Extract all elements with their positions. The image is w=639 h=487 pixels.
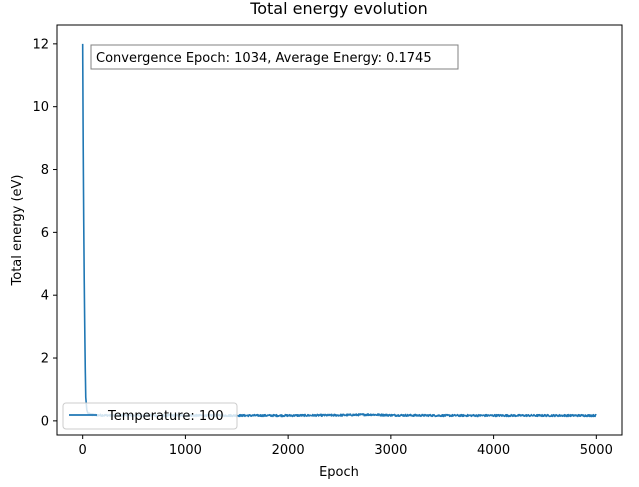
x-tick-label: 2000 [272,443,305,458]
y-tick-label: 10 [32,100,49,115]
annotation-text: Convergence Epoch: 1034, Average Energy:… [96,51,432,66]
legend-frame [62,402,238,430]
series-line [81,43,597,418]
x-axis: 0 1000 2000 3000 4000 5000 [79,435,613,458]
x-tick-label: 1000 [169,443,202,458]
y-axis-label: Total energy (eV) [10,175,25,287]
y-tick-label: 6 [41,226,49,241]
x-tick-label: 5000 [580,443,613,458]
x-tick-label: 0 [79,443,87,458]
y-tick-label: 4 [41,289,49,304]
x-tick-label: 3000 [374,443,407,458]
legend: Temperature: 100 [62,402,238,430]
series-layer [81,43,597,418]
y-tick-label: 0 [41,414,49,429]
annotation-box: Convergence Epoch: 1034, Average Energy:… [90,44,459,70]
y-tick-label: 2 [41,352,49,367]
y-tick-label: 12 [32,37,49,52]
legend-label: Temperature: 100 [107,409,224,424]
y-axis: 0 2 4 6 8 10 12 [32,37,57,429]
y-tick-label: 8 [41,163,49,178]
annotation-frame [90,44,459,70]
x-axis-label: Epoch [319,465,359,480]
plot-area [56,24,623,436]
x-tick-label: 4000 [477,443,510,458]
chart-title: Total energy evolution [249,0,428,18]
